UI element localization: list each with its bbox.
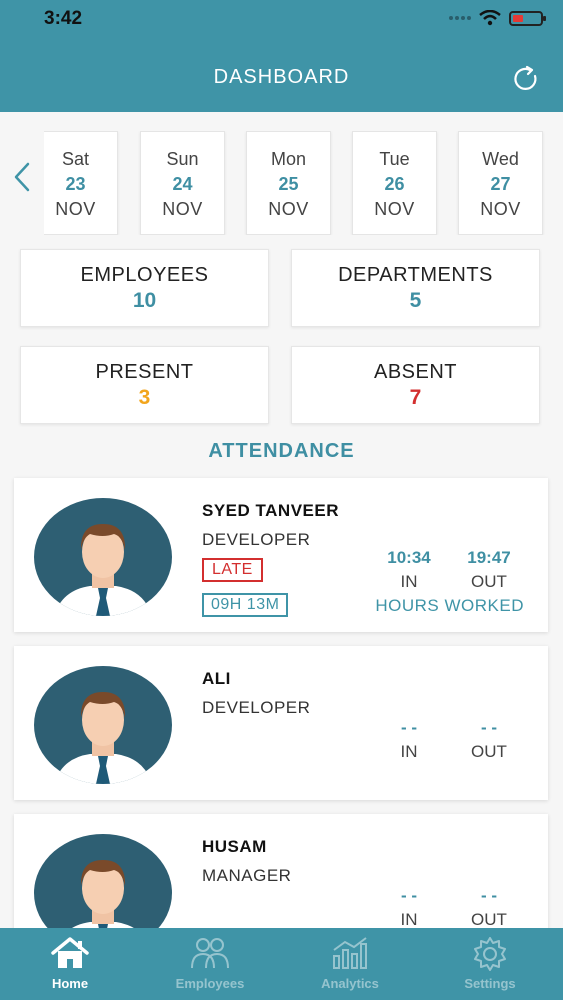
time-in-label: IN xyxy=(400,742,418,761)
status-icons xyxy=(449,10,546,26)
stat-absent[interactable]: ABSENT 7 xyxy=(291,346,540,424)
date-dow: Sun xyxy=(166,149,199,169)
status-badge: LATE xyxy=(202,558,263,582)
tab-bar: Home Employees Analytics Settings xyxy=(0,928,563,1000)
time-out-label: OUT xyxy=(471,910,507,929)
stat-label: DEPARTMENTS xyxy=(338,264,493,286)
date-month: NOV xyxy=(268,199,309,219)
home-icon xyxy=(51,937,89,968)
time-out: - - OUT xyxy=(454,886,524,930)
date-dow: Wed xyxy=(482,149,519,169)
time-out-value: 19:47 xyxy=(467,548,511,567)
stat-label: PRESENT xyxy=(95,361,194,383)
stat-label: EMPLOYEES xyxy=(80,264,209,286)
date-card-mon[interactable]: Mon 25 NOV xyxy=(246,131,331,235)
tab-label: Home xyxy=(51,976,89,991)
date-card-sun[interactable]: Sun 24 NOV xyxy=(140,131,225,235)
time-in-label: IN xyxy=(400,572,418,591)
time-out-value: - - xyxy=(480,886,498,905)
tab-employees[interactable]: Employees xyxy=(140,928,280,1000)
date-month: NOV xyxy=(162,199,203,219)
employee-name: HUSAM xyxy=(202,837,267,856)
time-out-value: - - xyxy=(480,718,498,737)
date-month: NOV xyxy=(374,199,415,219)
stat-value: 5 xyxy=(409,289,422,312)
time-in-value: - - xyxy=(400,886,418,905)
tab-label: Settings xyxy=(464,976,516,991)
time-block: - - IN - - OUT xyxy=(374,718,524,778)
page-title: DASHBOARD xyxy=(213,66,350,88)
time-in-value: 10:34 xyxy=(387,548,431,567)
bar-chart-icon xyxy=(333,937,367,969)
stat-employees[interactable]: EMPLOYEES 10 xyxy=(20,249,269,327)
attendance-title: ATTENDANCE xyxy=(208,440,355,462)
refresh-icon[interactable] xyxy=(511,64,541,94)
date-day: 27 xyxy=(490,174,511,194)
time-out-label: OUT xyxy=(471,742,507,761)
header: 3:42 DASHBOARD xyxy=(0,0,563,112)
employee-name: ALI xyxy=(202,669,231,688)
chevron-left-icon[interactable] xyxy=(10,160,34,194)
employee-role: DEVELOPER xyxy=(202,698,311,717)
time-in: - - IN xyxy=(374,886,444,930)
time-in: - - IN xyxy=(374,718,444,762)
time-out: - - OUT xyxy=(454,718,524,762)
tab-analytics[interactable]: Analytics xyxy=(280,928,420,1000)
time-in: 10:34 IN xyxy=(374,548,444,592)
employee-card[interactable]: ALI DEVELOPER - - IN - - OUT xyxy=(14,646,548,800)
date-day: 25 xyxy=(278,174,299,194)
time-block: 10:34 IN 19:47 OUT xyxy=(374,548,524,608)
date-day: 26 xyxy=(384,174,405,194)
stat-value: 10 xyxy=(132,289,157,312)
battery-icon xyxy=(509,10,546,26)
date-strip: Sat 23 NOV Sun 24 NOV Mon 25 NOV Tue 26 … xyxy=(44,131,563,235)
date-day: 24 xyxy=(172,174,193,194)
time-out: 19:47 OUT xyxy=(454,548,524,592)
stat-label: ABSENT xyxy=(373,361,458,383)
status-time: 3:42 xyxy=(44,8,83,29)
date-card-tue[interactable]: Tue 26 NOV xyxy=(352,131,437,235)
hours-badge: 09H 13M xyxy=(202,593,289,617)
date-card-wed[interactable]: Wed 27 NOV xyxy=(458,131,543,235)
wifi-icon xyxy=(479,10,501,26)
tab-home[interactable]: Home xyxy=(0,928,140,1000)
employee-role: DEVELOPER xyxy=(202,530,311,549)
users-icon xyxy=(191,938,229,969)
gear-icon xyxy=(474,937,506,971)
employee-role: MANAGER xyxy=(202,866,292,885)
avatar-icon xyxy=(34,666,172,784)
date-dow: Tue xyxy=(379,149,410,169)
time-in-label: IN xyxy=(400,910,418,929)
hours-worked-label: HOURS WORKED xyxy=(375,596,524,615)
time-block: - - IN - - OUT xyxy=(374,886,524,946)
date-dow: Mon xyxy=(270,149,306,169)
date-month: NOV xyxy=(55,199,96,219)
time-in-value: - - xyxy=(400,718,418,737)
tab-settings[interactable]: Settings xyxy=(420,928,560,1000)
tab-label: Employees xyxy=(175,976,245,991)
date-dow: Sat xyxy=(61,149,90,169)
stat-value: 7 xyxy=(409,386,422,409)
avatar-icon xyxy=(34,498,172,616)
date-month: NOV xyxy=(480,199,521,219)
date-card-sat[interactable]: Sat 23 NOV xyxy=(44,131,118,235)
employee-name: SYED TANVEER xyxy=(202,501,339,520)
stat-present[interactable]: PRESENT 3 xyxy=(20,346,269,424)
employee-card[interactable]: SYED TANVEER DEVELOPER LATE 09H 13M 10:3… xyxy=(14,478,548,632)
signal-icon xyxy=(449,16,471,20)
tab-label: Analytics xyxy=(321,976,379,991)
date-day: 23 xyxy=(65,174,86,194)
time-out-label: OUT xyxy=(471,572,507,591)
stat-departments[interactable]: DEPARTMENTS 5 xyxy=(291,249,540,327)
stat-value: 3 xyxy=(138,386,151,409)
